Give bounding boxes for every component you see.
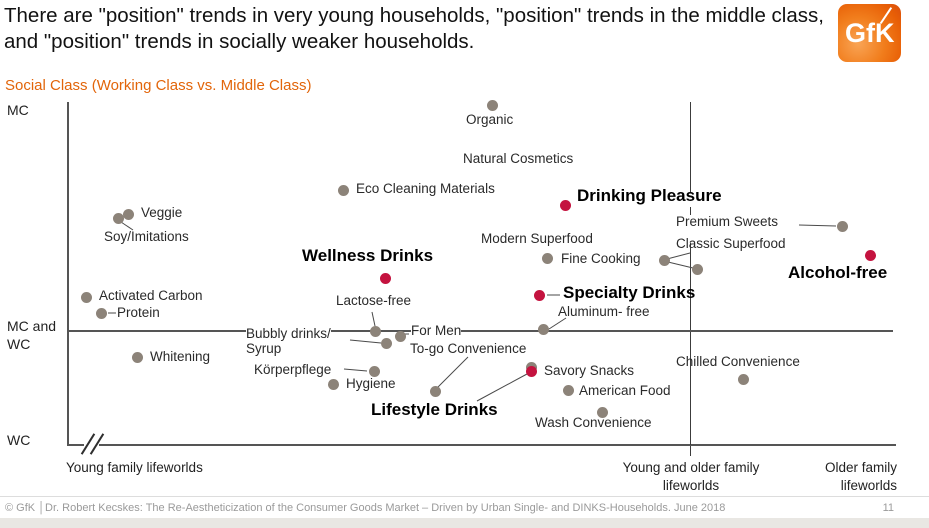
data-label-chilled-convenience: Chilled Convenience	[676, 354, 800, 369]
data-label-premium-sweets: Premium Sweets	[676, 214, 779, 229]
data-label-bubbly-drinks-syrup: Bubbly drinks/ Syrup	[246, 326, 331, 356]
connector-line	[666, 252, 691, 260]
data-point-hygiene	[327, 378, 339, 390]
data-label-alcohol-free: Alcohol-free	[788, 263, 888, 282]
axis-break-gap	[84, 441, 99, 449]
bottom-bar	[0, 518, 929, 528]
data-label-wellness-drinks: Wellness Drinks	[302, 246, 434, 265]
y-axis-label-mc-and-wc: MC and WC	[7, 318, 57, 352]
vertical-divider-segment	[690, 207, 691, 215]
data-point-premium-sweets	[836, 220, 848, 232]
gfk-logo-text: GfK	[845, 18, 895, 48]
data-point-lactose-free	[369, 325, 381, 337]
x-axis-label-young-family: Young family lifeworlds	[66, 460, 203, 475]
data-point-aluminum-free	[537, 323, 549, 335]
data-point-for-men	[394, 330, 406, 342]
data-point-whitening	[131, 351, 143, 363]
data-point-wash-convenience	[596, 406, 608, 418]
data-label-k-rperpflege: Körperpflege	[254, 362, 332, 377]
connector-line	[349, 339, 382, 344]
x-axis-label-young-and-older-family: Young and older family lifeworlds	[622, 460, 760, 493]
data-label-for-men: For Men	[411, 323, 462, 338]
footer: © GfK │Dr. Robert Kecskes: The Re-Aesthe…	[0, 496, 929, 519]
data-label-to-go-convenience: To-go Convenience	[410, 341, 527, 356]
data-label-eco-cleaning-materials: Eco Cleaning Materials	[356, 181, 495, 196]
data-point-classic-superfood	[691, 263, 703, 275]
connector-line	[436, 356, 469, 389]
data-label-natural-cosmetics: Natural Cosmetics	[463, 151, 574, 166]
x-axis-label-older-family: Older family lifeworlds	[824, 460, 897, 493]
chart-title: Social Class (Working Class vs. Middle C…	[5, 77, 312, 94]
connector-line	[548, 317, 567, 330]
data-point-chilled-convenience	[737, 373, 749, 385]
y-axis-label-mc: MC	[7, 102, 29, 118]
connector-line	[371, 311, 376, 327]
data-label-wash-convenience: Wash Convenience	[535, 415, 652, 430]
data-label-aluminum-free: Aluminum- free	[558, 304, 650, 319]
data-point-to-go-convenience	[429, 385, 441, 397]
data-label-lactose-free: Lactose-free	[336, 293, 412, 308]
footer-credit: © GfK │Dr. Robert Kecskes: The Re-Aesthe…	[5, 502, 726, 514]
data-point-alcohol-free	[864, 249, 876, 261]
y-axis-label-wc: WC	[7, 432, 31, 448]
data-label-fine-cooking: Fine Cooking	[561, 251, 641, 266]
gfk-logo: GfK	[838, 4, 901, 62]
data-point-eco-cleaning-materials	[337, 184, 349, 196]
data-label-specialty-drinks: Specialty Drinks	[563, 283, 696, 302]
footer-page-number: 11	[882, 502, 894, 514]
data-point-drinking-pleasure	[559, 199, 571, 211]
data-point-fine-cooking	[658, 254, 670, 266]
midline	[68, 330, 893, 332]
data-point-activated-carbon	[80, 291, 92, 303]
data-label-modern-superfood: Modern Superfood	[481, 231, 593, 246]
data-label-drinking-pleasure: Drinking Pleasure	[577, 186, 722, 205]
data-point-specialty-drinks	[533, 289, 545, 301]
data-point-wellness-drinks	[379, 272, 391, 284]
vertical-divider-tick	[690, 446, 691, 456]
data-label-american-food: American Food	[579, 383, 671, 398]
data-label-activated-carbon: Activated Carbon	[99, 288, 203, 303]
vertical-divider-segment	[690, 102, 691, 192]
data-point-soy-imitations	[112, 212, 124, 224]
data-point-modern-superfood	[541, 252, 553, 264]
data-label-savory-snacks: Savory Snacks	[544, 363, 635, 378]
connector-line	[343, 368, 368, 372]
data-point-organic	[486, 99, 498, 111]
slide-title: There are "position" trends in very youn…	[4, 4, 824, 53]
data-label-lifestyle-drinks: Lifestyle Drinks	[371, 400, 498, 419]
data-label-soy-imitations: Soy/Imitations	[104, 229, 189, 244]
data-point-american-food	[562, 384, 574, 396]
connector-line	[798, 224, 837, 227]
data-label-protein: Protein	[117, 305, 160, 320]
data-point-k-rperpflege	[368, 365, 380, 377]
data-label-hygiene: Hygiene	[346, 376, 396, 391]
data-point-protein	[95, 307, 107, 319]
data-label-classic-superfood: Classic Superfood	[676, 236, 786, 251]
vertical-divider-segment	[690, 243, 691, 445]
y-axis-line	[67, 102, 69, 446]
data-point-veggie	[122, 208, 134, 220]
data-label-organic: Organic	[466, 112, 514, 127]
data-point-bubbly-drinks-syrup	[380, 337, 392, 349]
data-label-whitening: Whitening	[150, 349, 211, 364]
x-axis-line	[67, 444, 896, 446]
data-point-lifestyle-drinks	[525, 365, 537, 377]
connector-line	[476, 373, 528, 402]
data-label-veggie: Veggie	[141, 205, 183, 220]
